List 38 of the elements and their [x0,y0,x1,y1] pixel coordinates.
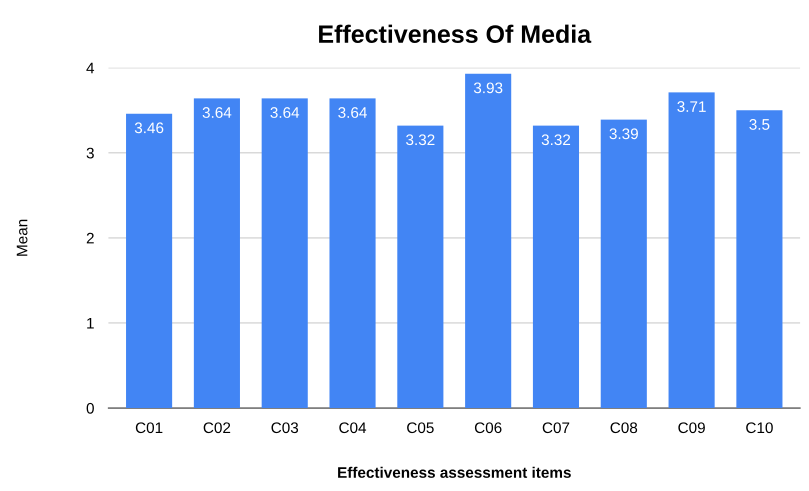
bar [600,120,647,408]
data-label: 3.32 [542,134,570,146]
y-tick-label: 0 [86,402,94,414]
y-tick-label: 3 [86,148,94,159]
data-label: 3.32 [406,134,434,146]
x-tick-label: C08 [610,422,638,434]
data-label: 3.64 [202,107,232,118]
y-tick-label: 4 [86,62,94,74]
y-tick-label: 1 [87,318,94,328]
data-label: 3.5 [749,119,770,130]
x-tick-label: C05 [407,422,434,434]
bar [668,92,715,408]
y-tick-label: 2 [86,232,94,244]
bar [532,126,580,408]
bar [262,98,308,408]
x-tick-label: C06 [474,422,502,434]
x-tick-label: C07 [542,422,570,434]
x-tick-label: C04 [339,422,366,434]
data-label: 3.46 [134,122,164,134]
chart-title: Effectiveness Of Media [319,24,592,44]
bar [465,74,512,408]
x-tick-label: C02 [204,422,230,434]
bar [194,98,240,408]
x-tick-label: C03 [271,422,298,434]
data-label: 3.71 [677,101,706,112]
bar [736,110,782,408]
data-label: 3.64 [270,107,300,118]
x-tick-label: C01 [136,422,162,434]
data-label: 3.39 [610,128,638,140]
x-tick-label: C09 [678,422,705,434]
bar [397,126,444,408]
data-label: 3.64 [338,107,367,118]
y-axis-title: Mean [16,220,28,256]
x-tick-label: C10 [746,422,773,434]
data-label: 3.93 [474,82,502,94]
bar [126,114,172,408]
x-axis-title: Effectiveness assessment items [338,466,571,478]
bar [329,98,376,408]
